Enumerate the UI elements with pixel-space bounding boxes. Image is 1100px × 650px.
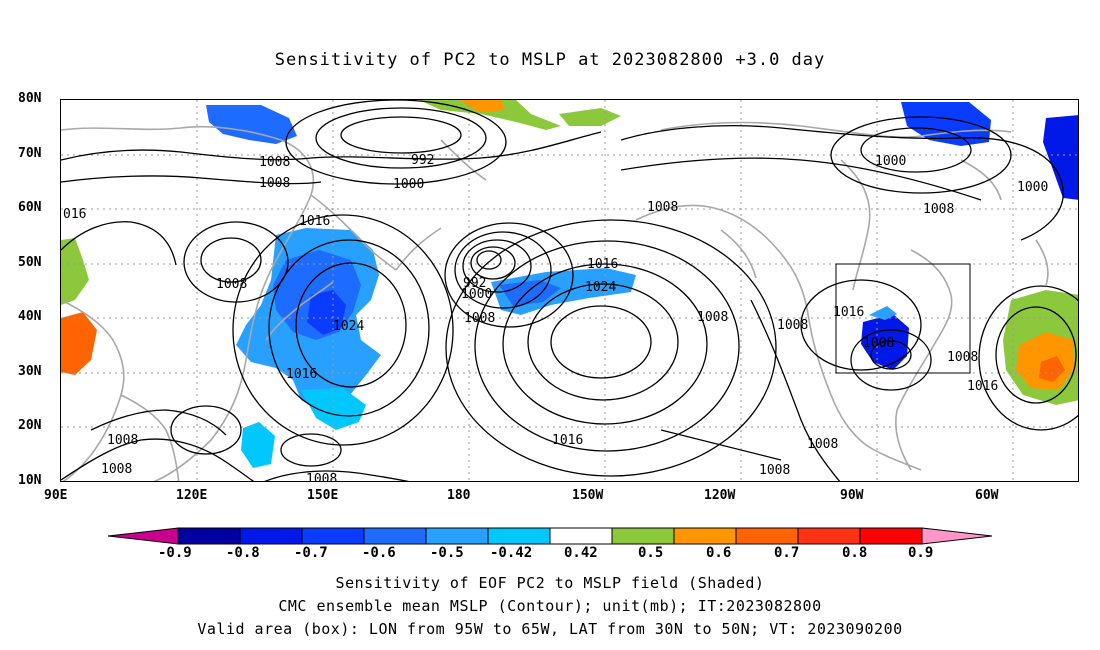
contour-label-1008-k: 1008 (863, 336, 894, 351)
shade-west-pacific-south (301, 388, 366, 430)
shade-positive-arctic-2 (559, 108, 621, 126)
lon-label-60w: 60W (975, 488, 999, 503)
colorbar (107, 527, 993, 545)
contour-label-1008-f: 1008 (647, 200, 678, 215)
contour-label-1008-b: 1008 (259, 176, 290, 191)
colorbar-label-0-6: 0.6 (706, 545, 732, 561)
contour-label-992-a: 992 (411, 153, 434, 168)
lon-label-150e: 150E (307, 488, 339, 503)
contour-label-1000-a: 1000 (393, 177, 424, 192)
shade-arctic-far-east (1043, 115, 1078, 200)
contour-label-1016-b: 1016 (286, 367, 317, 382)
shade-positive-arctic (419, 100, 561, 130)
lon-label-150w: 150W (572, 488, 604, 503)
lat-label-50n: 50N (18, 255, 42, 270)
lat-label-80n: 80N (18, 91, 42, 106)
contour-label-1008-g: 1008 (777, 318, 808, 333)
shade-positive-west-edge-green (61, 238, 89, 305)
colorbar-cell (859, 527, 923, 545)
shade-central-pacific-inner (499, 280, 561, 306)
caption-line-2: CMC ensemble mean MSLP (Contour); unit(m… (278, 597, 822, 615)
contour-label-1000-d: 1000 (1017, 180, 1048, 195)
contour-label-1016-f: 1016 (967, 379, 998, 394)
contour-label-1000-c: 1000 (875, 154, 906, 169)
colorbar-label-neg-0-9: -0.9 (158, 545, 192, 561)
colorbar-cell (797, 527, 861, 545)
coastlines (61, 121, 1049, 481)
contour-label-1016-a: 1016 (299, 214, 330, 229)
contour-label-1024-b: 1024 (585, 280, 616, 295)
colorbar-cell (549, 527, 613, 545)
lat-label-10n: 10N (18, 473, 42, 488)
contour-label-1016-c: 1016 (587, 257, 618, 272)
lat-label-40n: 40N (18, 309, 42, 324)
contour-label-1008-j: 1008 (923, 202, 954, 217)
colorbar-label-neg-0-8: -0.8 (226, 545, 260, 561)
colorbar-cell (487, 527, 551, 545)
shade-positive-atlantic-deep (1039, 356, 1065, 382)
colorbar-cell (363, 527, 427, 545)
colorbar-cell (611, 527, 675, 545)
shade-us-east-light (869, 306, 897, 320)
contour-label-1008-o: 1008 (306, 472, 337, 482)
lon-label-90e: 90E (44, 488, 68, 503)
colorbar-cell (425, 527, 489, 545)
contour-label-1000-b: 1000 (461, 287, 492, 302)
colorbar-cell (735, 527, 799, 545)
lat-label-20n: 20N (18, 418, 42, 433)
lon-label-180: 180 (447, 488, 471, 503)
colorbar-cell (177, 527, 241, 545)
pressure-contours (61, 100, 1078, 481)
contour-label-1008-n: 1008 (101, 462, 132, 477)
map-svg: 1008 992 1008 1000 016 1016 1008 1024 10… (61, 100, 1078, 482)
shade-west-pacific-core (307, 290, 346, 335)
colorbar-cell (301, 527, 365, 545)
contour-labels: 1008 992 1008 1000 016 1016 1008 1024 10… (63, 153, 1048, 482)
colorbar-label-neg-0-5: -0.5 (430, 545, 464, 561)
colorbar-cell (673, 527, 737, 545)
contour-label-016: 016 (63, 207, 86, 222)
contour-label-1024-a: 1024 (333, 319, 364, 334)
caption-line-3: Valid area (box): LON from 95W to 65W, L… (197, 620, 903, 638)
shade-positive-west-edge (61, 312, 97, 375)
shade-positive-arctic-orange (459, 100, 505, 112)
colorbar-label-0-9: 0.9 (908, 545, 934, 561)
colorbar-label-0-7: 0.7 (774, 545, 800, 561)
lat-label-60n: 60N (18, 200, 42, 215)
contour-label-992-b: 992 (463, 276, 486, 291)
contour-label-1008-e: 1008 (697, 310, 728, 325)
colorbar-label-0-8: 0.8 (842, 545, 868, 561)
colorbar-label-neg-0-42: -0.42 (490, 545, 533, 561)
lat-label-30n: 30N (18, 364, 42, 379)
lon-label-90w: 90W (840, 488, 864, 503)
colorbar-low-end (107, 527, 179, 545)
graticule (61, 100, 1078, 481)
lon-label-120e: 120E (176, 488, 208, 503)
colorbar-label-neg-0-7: -0.7 (294, 545, 328, 561)
map-panel: 1008 992 1008 1000 016 1016 1008 1024 10… (60, 99, 1079, 482)
shade-arctic-west (206, 105, 297, 144)
map-title: Sensitivity of PC2 to MSLP at 2023082800… (274, 50, 826, 70)
contour-label-1008-l: 1008 (947, 350, 978, 365)
contour-label-1008-m: 1008 (107, 433, 138, 448)
contour-label-1008-d: 1008 (464, 311, 495, 326)
contour-label-1008-c: 1008 (216, 277, 247, 292)
contour-label-1008-i: 1008 (759, 463, 790, 478)
colorbar-high-end (921, 527, 993, 545)
contour-label-1008-a: 1008 (259, 155, 290, 170)
lon-label-120w: 120W (704, 488, 736, 503)
lat-label-70n: 70N (18, 146, 42, 161)
caption-line-1: Sensitivity of EOF PC2 to MSLP field (Sh… (335, 574, 765, 592)
contour-label-1016-d: 1016 (552, 433, 583, 448)
colorbar-label-0-42: 0.42 (564, 545, 598, 561)
colorbar-label-0-5: 0.5 (638, 545, 664, 561)
contour-label-1008-h: 1008 (807, 437, 838, 452)
contour-label-1016-e: 1016 (833, 305, 864, 320)
colorbar-cell (239, 527, 303, 545)
shade-arctic-east (901, 102, 991, 146)
colorbar-label-neg-0-6: -0.6 (362, 545, 396, 561)
shade-west-pacific-far-south (241, 422, 275, 468)
